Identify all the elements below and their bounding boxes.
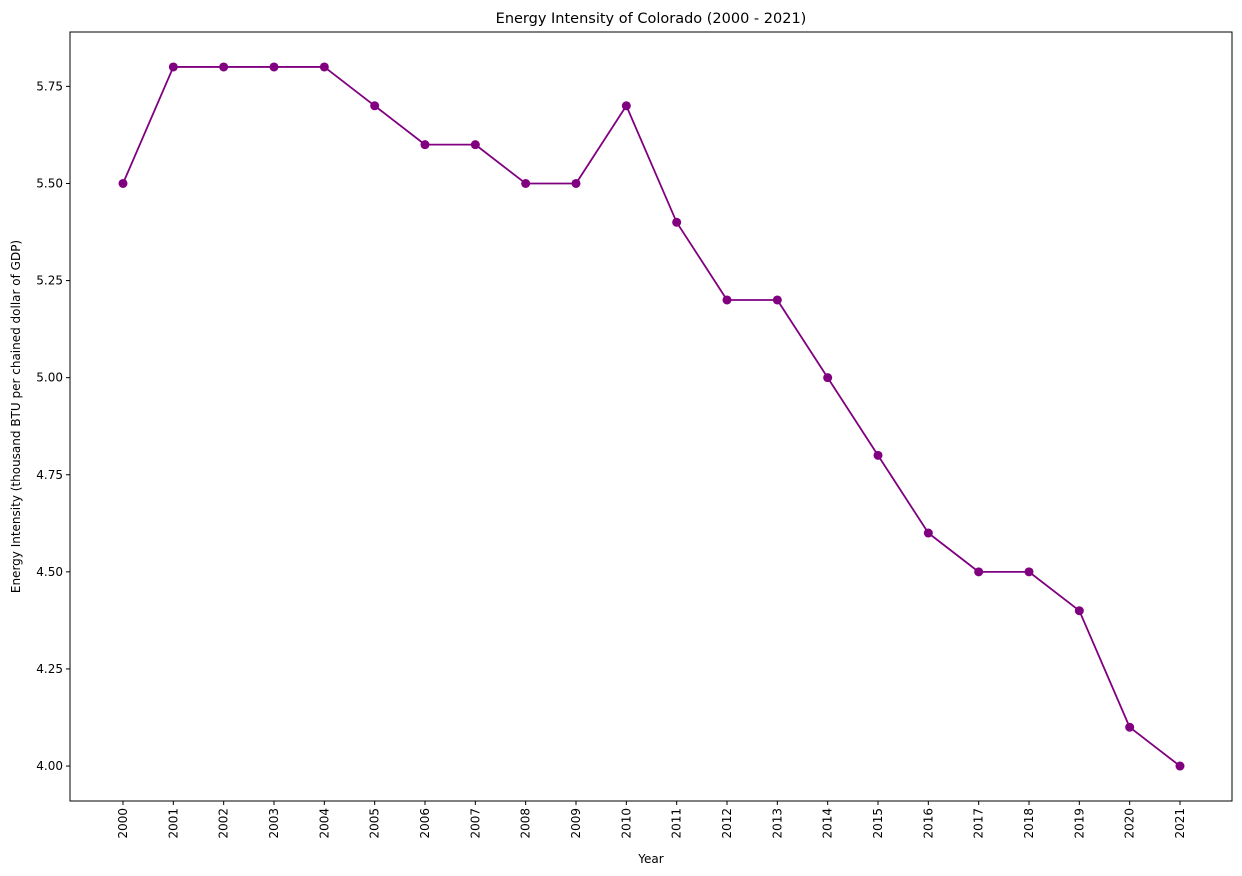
y-axis-label: Energy Intensity (thousand BTU per chain… <box>9 240 23 593</box>
y-tick-label: 5.25 <box>36 274 63 288</box>
x-tick-label: 2010 <box>619 808 633 839</box>
data-point <box>1125 722 1135 732</box>
data-point <box>1024 567 1034 577</box>
data-point <box>571 178 581 188</box>
x-tick-label: 2019 <box>1072 808 1086 839</box>
y-tick-label: 4.75 <box>36 468 63 482</box>
data-point <box>1074 606 1084 616</box>
data-point <box>873 450 883 460</box>
data-point <box>923 528 933 538</box>
y-tick-label: 4.50 <box>36 565 63 579</box>
series-layer <box>118 62 1185 771</box>
y-tick-label: 5.00 <box>36 371 63 385</box>
data-point <box>672 217 682 227</box>
x-tick-label: 2018 <box>1022 808 1036 839</box>
data-point <box>420 140 430 150</box>
y-tick-label: 5.50 <box>36 176 63 190</box>
data-point <box>470 140 480 150</box>
data-point <box>269 62 279 72</box>
x-tick-label: 2005 <box>368 808 382 839</box>
data-point <box>1175 761 1185 771</box>
data-point <box>974 567 984 577</box>
x-tick-label: 2015 <box>871 808 885 839</box>
x-tick-label: 2008 <box>519 808 533 839</box>
series-line <box>122 66 1181 767</box>
x-axis-label: Year <box>637 852 663 866</box>
data-point <box>521 178 531 188</box>
data-point <box>621 101 631 111</box>
y-tick-label: 5.75 <box>36 79 63 93</box>
x-tick-label: 2003 <box>267 808 281 839</box>
y-tick-label: 4.00 <box>36 759 63 773</box>
data-point <box>168 62 178 72</box>
plot-area <box>69 31 1233 802</box>
data-point <box>722 295 732 305</box>
data-point <box>118 178 128 188</box>
x-tick-label: 2017 <box>972 808 986 839</box>
x-tick-label: 2016 <box>921 808 935 839</box>
data-point <box>370 101 380 111</box>
x-tick-label: 2007 <box>468 808 482 839</box>
x-tick-label: 2012 <box>720 808 734 839</box>
x-tick-label: 2011 <box>670 808 684 839</box>
x-tick-label: 2020 <box>1123 808 1137 839</box>
x-tick-label: 2013 <box>770 808 784 839</box>
data-point <box>772 295 782 305</box>
x-tick-label: 2009 <box>569 808 583 839</box>
data-point <box>319 62 329 72</box>
x-tick-label: 2006 <box>418 808 432 839</box>
x-axis: 2000 2001 2002 2003 2004 2005 2006 2007 2008 2009… <box>116 801 1187 839</box>
x-tick-label: 2004 <box>317 808 331 839</box>
data-point <box>219 62 229 72</box>
x-tick-label: 2021 <box>1173 808 1187 839</box>
x-tick-label: 2002 <box>217 808 231 839</box>
x-tick-label: 2014 <box>821 808 835 839</box>
chart-title: Energy Intensity of Colorado (2000 - 202… <box>496 11 807 27</box>
y-axis: 4.00 4.25 4.50 4.75 5.00 5.25 5.50 5.75 <box>36 79 70 773</box>
y-tick-label: 4.25 <box>36 662 63 676</box>
data-point <box>823 373 833 383</box>
x-tick-label: 2000 <box>116 808 130 839</box>
x-tick-label: 2001 <box>166 808 180 839</box>
